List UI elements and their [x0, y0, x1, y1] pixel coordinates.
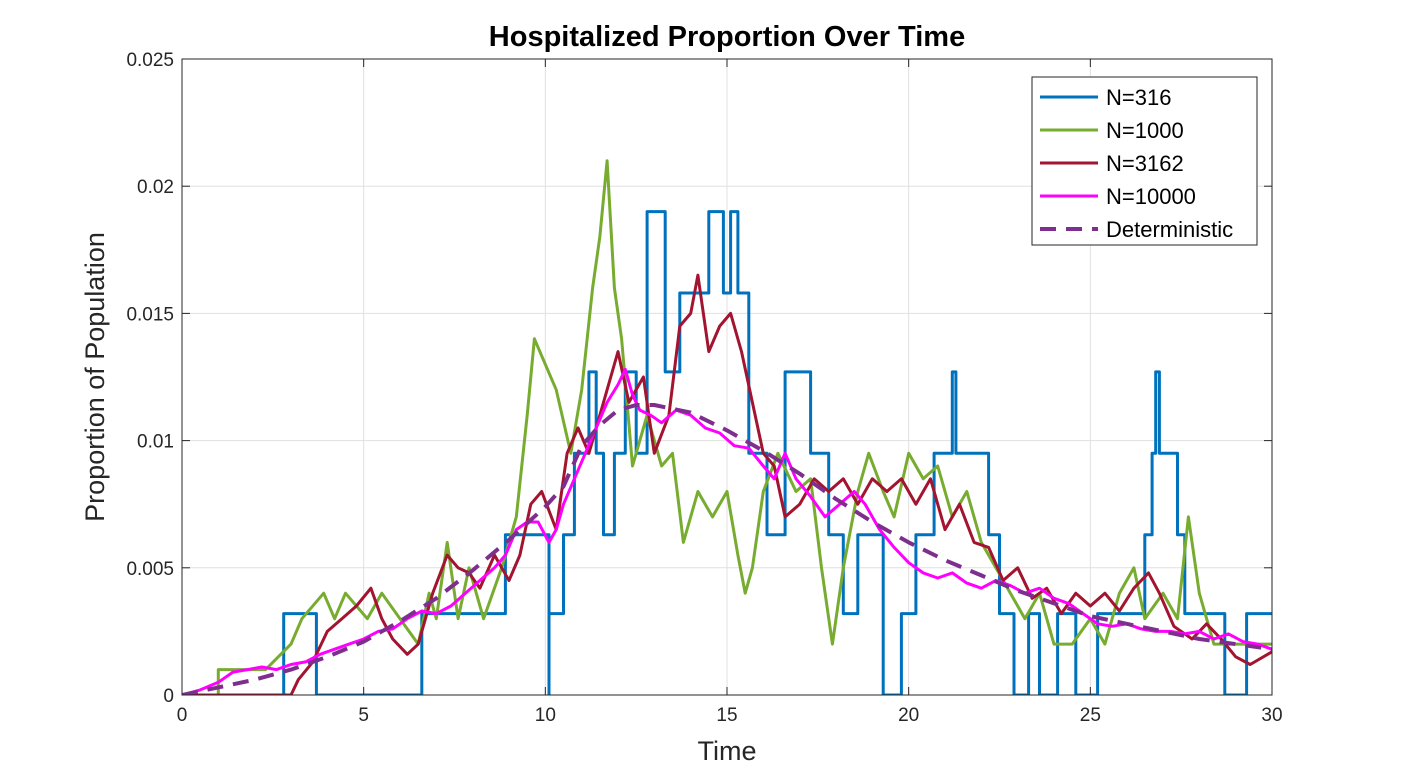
x-tick-label: 20	[898, 705, 919, 726]
y-tick-label: 0.025	[126, 50, 174, 71]
x-tick-label: 10	[535, 705, 556, 726]
y-tick-label: 0.015	[126, 304, 174, 325]
x-tick-label: 0	[177, 705, 188, 726]
x-tick-label: 25	[1080, 705, 1101, 726]
series-line-deterministic	[182, 403, 1272, 695]
x-axis-ticks: 0 5 10 15 20 25 30	[177, 59, 1283, 726]
x-tick-label: 5	[358, 705, 369, 726]
x-tick-label: 15	[716, 705, 737, 726]
legend-label: N=10000	[1106, 184, 1196, 209]
series-layer	[182, 159, 1272, 695]
y-axis-label: Proportion of Population	[80, 232, 110, 522]
legend-box	[1031, 76, 1258, 246]
y-tick-label: 0.02	[137, 177, 174, 198]
legend-label: N=3162	[1106, 151, 1184, 176]
x-tick-label: 30	[1261, 705, 1282, 726]
y-tick-label: 0.01	[137, 432, 174, 453]
chart-title: Hospitalized Proportion Over Time	[489, 21, 965, 53]
x-axis-label: Time	[698, 736, 757, 766]
legend-label: N=1000	[1106, 118, 1184, 143]
y-tick-label: 0.005	[126, 559, 174, 580]
legend-label: Deterministic	[1106, 217, 1233, 242]
legend-label: N=316	[1106, 85, 1171, 110]
series-line-n-3162	[182, 273, 1272, 695]
y-tick-label: 0	[163, 686, 174, 707]
y-axis-ticks: 0 0.005 0.01 0.015 0.02 0.025	[126, 50, 1272, 707]
legend: N=316 N=1000 N=3162 N=10000 Deterministic	[1031, 76, 1258, 246]
